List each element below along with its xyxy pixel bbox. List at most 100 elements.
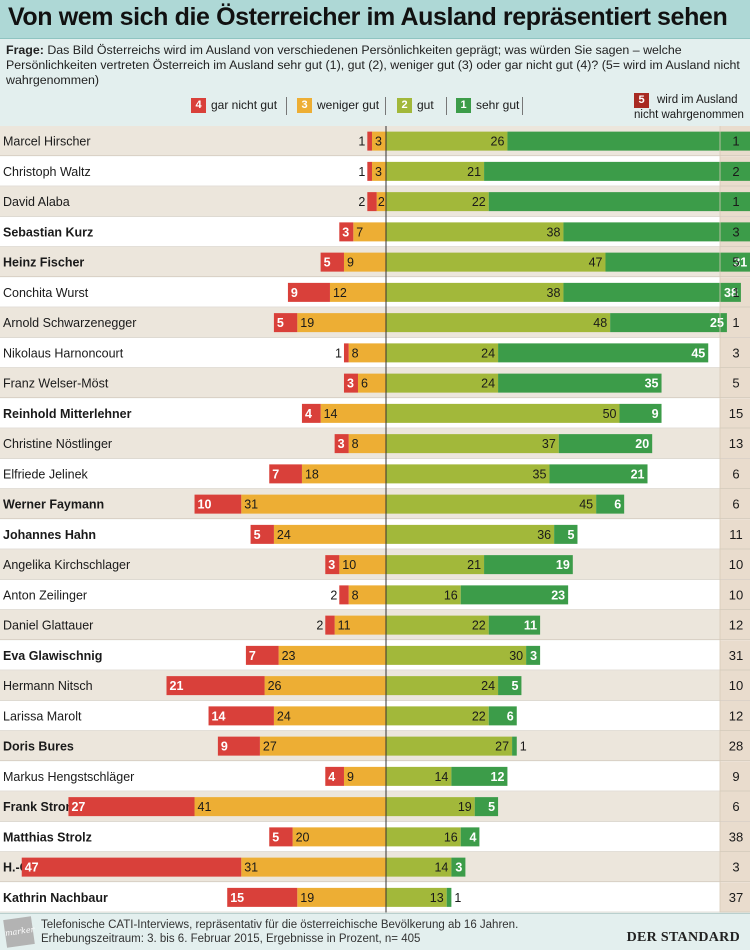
bar-weniger-gut — [273, 524, 386, 544]
bar-gar-nicht-gut — [273, 313, 298, 333]
row-label: Larissa Marolt — [3, 709, 82, 723]
bar-sehr-gut — [563, 282, 741, 302]
chart-area: Marcel Hirscher3126661Christoph Waltz312… — [0, 126, 750, 913]
bar-gut — [386, 282, 564, 302]
row-label: Conchita Wurst — [3, 286, 89, 300]
legend-divider — [522, 97, 523, 115]
label-gut: 27 — [495, 740, 509, 754]
label-gar-nicht-gut: 5 — [277, 316, 284, 330]
label-sehr-gut: 6 — [614, 498, 621, 512]
methodology-line-2: Erhebungszeitraum: 3. bis 6. Februar 201… — [41, 933, 421, 945]
label-gut: 24 — [481, 377, 495, 391]
label-nicht-wahrgenommen: 9 — [732, 769, 739, 784]
label-weniger-gut: 8 — [352, 588, 359, 602]
row-nicht-wahrgenommen-cell — [720, 761, 750, 792]
label-sehr-gut: 35 — [645, 377, 659, 391]
bar-gar-nicht-gut — [269, 464, 302, 484]
label-gar-nicht-gut: 9 — [291, 286, 298, 300]
row-label: Hermann Nitsch — [3, 679, 93, 693]
label-nicht-wahrgenommen: 1 — [732, 285, 739, 300]
bar-sehr-gut — [619, 403, 662, 423]
label-weniger-gut: 7 — [356, 225, 363, 239]
legend-divider — [446, 97, 447, 115]
label-weniger-gut: 18 — [305, 467, 319, 481]
bar-sehr-gut — [451, 857, 466, 877]
label-weniger-gut: 9 — [347, 256, 354, 270]
label-sehr-gut: 9 — [652, 407, 659, 421]
row-nicht-wahrgenommen-cell — [720, 549, 750, 580]
bar-weniger-gut — [371, 161, 386, 181]
bar-sehr-gut — [484, 161, 750, 181]
label-sehr-gut: 45 — [691, 346, 705, 360]
label-gut: 21 — [467, 165, 481, 179]
legend-item-nicht-wahrgenommen: 5 wird im Ausland nicht wahrgenommen — [634, 93, 750, 122]
bar-weniger-gut — [301, 464, 386, 484]
label-nicht-wahrgenommen: 5 — [732, 255, 739, 270]
label-gut: 24 — [481, 679, 495, 693]
label-gut: 30 — [509, 649, 523, 663]
bar-gar-nicht-gut — [334, 434, 349, 454]
label-gut: 22 — [472, 709, 486, 723]
label-gut: 48 — [593, 316, 607, 330]
bar-weniger-gut — [264, 676, 386, 696]
label-sehr-gut: 11 — [524, 619, 537, 633]
label-weniger-gut: 8 — [352, 346, 359, 360]
legend-label: wird im Ausland — [657, 94, 738, 106]
bar-gut — [386, 827, 461, 847]
bar-sehr-gut — [498, 676, 522, 696]
label-sehr-gut: 38 — [724, 286, 738, 300]
bar-weniger-gut — [259, 736, 386, 756]
label-gut: 35 — [533, 467, 547, 481]
label-gar-nicht-gut: 5 — [254, 528, 261, 542]
label-gar-nicht-gut: 7 — [249, 649, 256, 663]
label-nicht-wahrgenommen: 6 — [732, 497, 739, 512]
bar-gut — [386, 524, 555, 544]
label-gar-nicht-gut: 21 — [170, 679, 184, 693]
row-nicht-wahrgenommen-cell — [720, 428, 750, 459]
label-gar-nicht-gut: 15 — [230, 891, 244, 905]
label-weniger-gut: 3 — [375, 135, 382, 149]
row-nicht-wahrgenommen-cell — [720, 731, 750, 762]
bar-weniger-gut — [334, 615, 386, 635]
bar-gut — [386, 706, 489, 726]
label-nicht-wahrgenommen: 13 — [729, 436, 743, 451]
bar-gut — [386, 766, 452, 786]
question-body: Das Bild Österreichs wird im Ausland von… — [6, 43, 740, 87]
bar-weniger-gut — [273, 706, 386, 726]
label-gut: 50 — [603, 407, 617, 421]
bar-gar-nicht-gut — [245, 645, 279, 665]
bar-gut — [386, 434, 559, 454]
question-text: Frage: Das Bild Österreichs wird im Ausl… — [6, 43, 744, 88]
label-sehr-gut: 5 — [488, 800, 495, 814]
bar-sehr-gut — [554, 524, 578, 544]
label-gut: 22 — [472, 195, 486, 209]
bar-gar-nicht-gut — [367, 192, 377, 212]
label-sehr-gut: 6 — [507, 709, 514, 723]
bar-weniger-gut — [343, 766, 386, 786]
row-label: Johannes Hahn — [3, 528, 96, 542]
bar-weniger-gut — [329, 282, 386, 302]
bar-gar-nicht-gut — [343, 373, 358, 393]
label-gar-nicht-gut: 5 — [272, 830, 279, 844]
label-weniger-gut: 14 — [324, 407, 338, 421]
label-nicht-wahrgenommen: 10 — [729, 557, 743, 572]
bar-sehr-gut — [526, 645, 541, 665]
label-gar-nicht-gut: 9 — [221, 740, 228, 754]
bar-gut — [386, 373, 499, 393]
label-gar-nicht-gut: 1 — [335, 346, 342, 360]
bar-weniger-gut — [348, 585, 386, 605]
legend-swatch: 2 — [397, 98, 412, 113]
legend-label: gar nicht gut — [211, 98, 278, 112]
row-nicht-wahrgenommen-cell — [720, 852, 750, 883]
label-sehr-gut: 1 — [454, 891, 461, 905]
label-weniger-gut: 8 — [352, 437, 359, 451]
bar-sehr-gut — [512, 736, 517, 756]
legend-label: gut — [417, 98, 434, 112]
legend-item-gut: 2 gut — [397, 98, 434, 114]
bar-sehr-gut — [498, 373, 662, 393]
bar-sehr-gut — [488, 706, 517, 726]
row-nicht-wahrgenommen-cell — [720, 882, 750, 913]
bar-sehr-gut — [474, 797, 499, 817]
label-nicht-wahrgenommen: 1 — [732, 315, 739, 330]
label-gar-nicht-gut: 4 — [328, 770, 335, 784]
